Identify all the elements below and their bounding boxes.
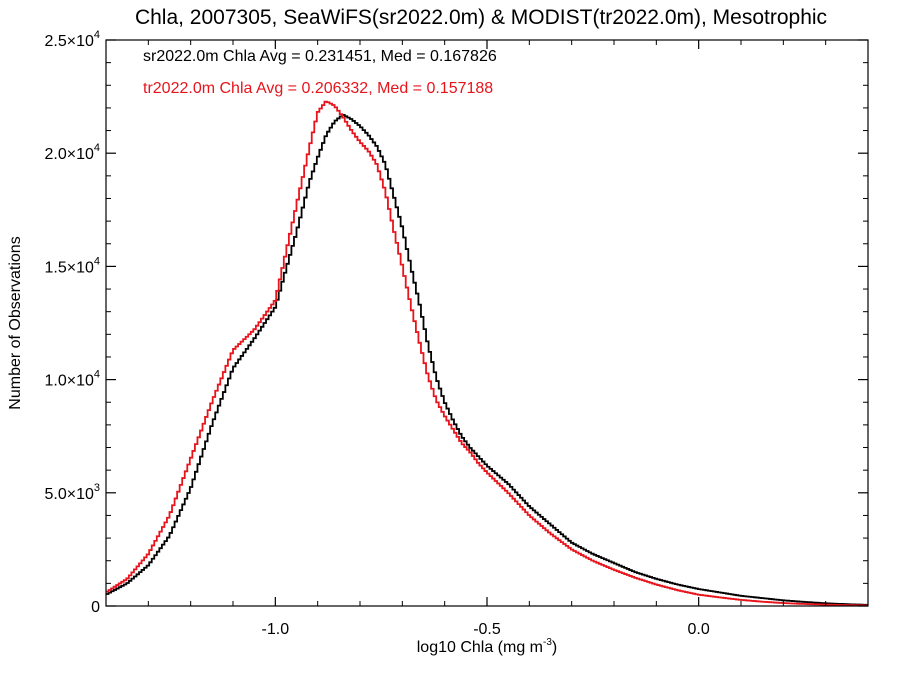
y-axis-label: Number of Observations <box>7 236 24 409</box>
series-line-0 <box>106 114 868 606</box>
y-tick-exponent: 4 <box>94 255 100 267</box>
y-tick-exponent: 4 <box>94 142 100 154</box>
x-axis-label-exponent: -3 <box>543 637 552 648</box>
x-axis-label: log10 Chla (mg m-3) <box>417 637 558 656</box>
y-tick-exponent: 4 <box>94 29 100 41</box>
x-tick-label: 0.0 <box>688 621 710 638</box>
y-tick-label: 5.0×103 <box>44 482 100 503</box>
x-tick-label: -1.0 <box>262 621 290 638</box>
series-layer <box>106 100 868 607</box>
y-tick-label: 2.0×104 <box>44 142 100 163</box>
y-tick-label: 0 <box>91 599 100 616</box>
series-line-1 <box>106 100 868 607</box>
plot-frame <box>105 39 869 607</box>
annotation-sr: sr2022.0m Chla Avg = 0.231451, Med = 0.1… <box>143 48 497 65</box>
y-tick-label: 1.5×104 <box>44 255 100 276</box>
y-tick-label: 1.0×104 <box>44 369 100 390</box>
annotation-tr: tr2022.0m Chla Avg = 0.206332, Med = 0.1… <box>143 80 493 97</box>
chart-title: Chla, 2007305, SeaWiFS(sr2022.0m) & MODI… <box>135 6 827 29</box>
y-tick-label: 2.5×104 <box>44 29 100 50</box>
y-tick-exponent: 3 <box>94 482 100 494</box>
ticks-layer: -1.0 -0.5 0.0 0 5.0×103 1.0×104 1.5×104 2.0×104… <box>44 29 868 638</box>
x-tick-label: -0.5 <box>473 621 501 638</box>
y-tick-exponent: 4 <box>94 369 100 381</box>
